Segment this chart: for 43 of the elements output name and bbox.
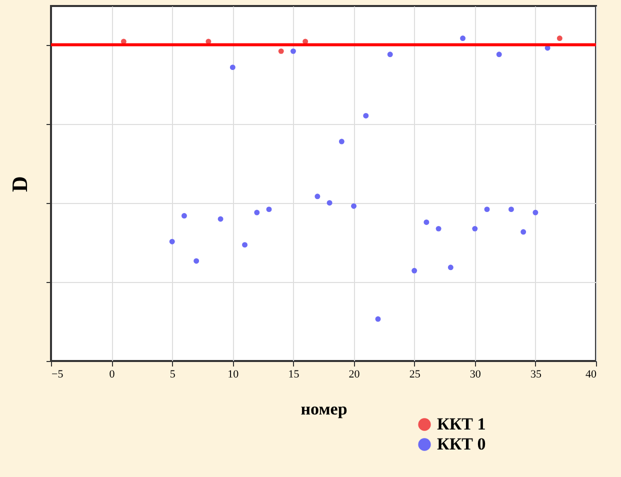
point [375, 316, 381, 322]
point [194, 258, 200, 264]
point [363, 112, 369, 118]
point [424, 219, 430, 225]
x-tick-label: 25 [409, 368, 421, 380]
x-tick-label: 35 [530, 368, 542, 380]
point [169, 238, 175, 244]
x-tick-label: 5 [170, 368, 176, 380]
x-tick-label: 20 [348, 368, 360, 380]
x-tick-label: 40 [586, 368, 597, 380]
point [338, 138, 344, 144]
point [387, 52, 393, 58]
point [472, 226, 478, 232]
legend-label: ККТ 0 [437, 434, 486, 454]
point [508, 206, 514, 212]
point [314, 194, 320, 200]
point [520, 229, 526, 235]
point [532, 210, 538, 216]
y-axis-title: D [7, 176, 32, 192]
point [181, 213, 187, 219]
point [436, 226, 442, 232]
point [351, 203, 357, 209]
point [218, 216, 224, 222]
x-tick-label: 30 [470, 368, 482, 380]
point [484, 206, 490, 212]
legend-label: ККТ 1 [437, 414, 486, 434]
point [266, 206, 272, 212]
point [278, 48, 284, 54]
x-axis-title: номер [300, 400, 348, 418]
point [460, 36, 466, 42]
x-tick-label: 15 [288, 368, 300, 380]
point [290, 48, 296, 54]
point [556, 36, 562, 42]
x-tick-label: 10 [228, 368, 240, 380]
x-tick-label: 0 [109, 368, 116, 380]
point [254, 210, 260, 216]
point [448, 264, 454, 270]
point [326, 200, 332, 206]
point [230, 64, 236, 70]
point [496, 52, 502, 58]
point [412, 268, 418, 274]
point [242, 242, 248, 248]
x-tick-label: −5 [52, 368, 64, 380]
